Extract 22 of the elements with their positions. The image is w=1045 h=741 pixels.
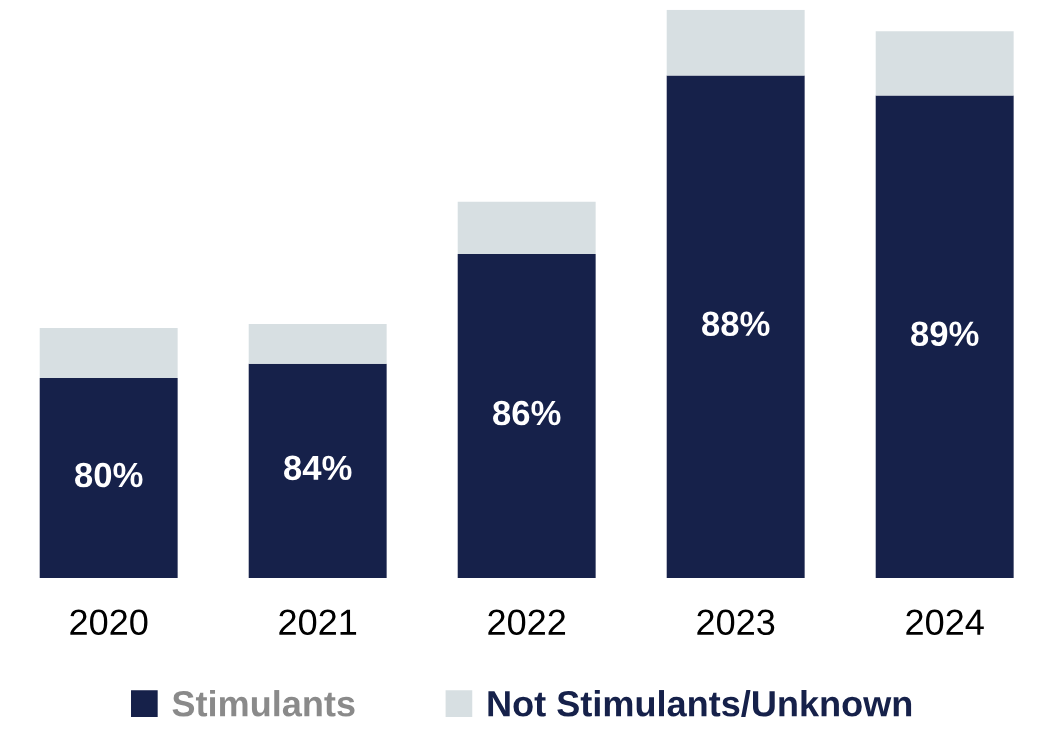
annotation: 86% (493, 400, 561, 426)
annotation: 89% (911, 321, 979, 347)
bar (457, 201, 596, 255)
bar (248, 323, 387, 364)
bar (875, 95, 1014, 578)
bar (875, 31, 1014, 96)
x-tick-label: 2022 (488, 609, 566, 636)
bar (39, 327, 178, 378)
legend-label: Not Stimulants/Unknown (488, 690, 912, 717)
annotation: 84% (284, 455, 352, 481)
annotation: 80% (75, 462, 143, 488)
bar (39, 377, 178, 578)
x-tick-label: 2020 (70, 609, 148, 636)
bar (666, 9, 805, 76)
x-tick-label: 2023 (697, 609, 775, 636)
annotation: 88% (702, 311, 770, 337)
bar (248, 363, 387, 578)
bar (457, 254, 596, 578)
x-tick-label: 2024 (906, 609, 984, 636)
bar (666, 75, 805, 578)
x-tick-label: 2021 (279, 609, 357, 636)
legend-label: Stimulants (172, 690, 355, 717)
